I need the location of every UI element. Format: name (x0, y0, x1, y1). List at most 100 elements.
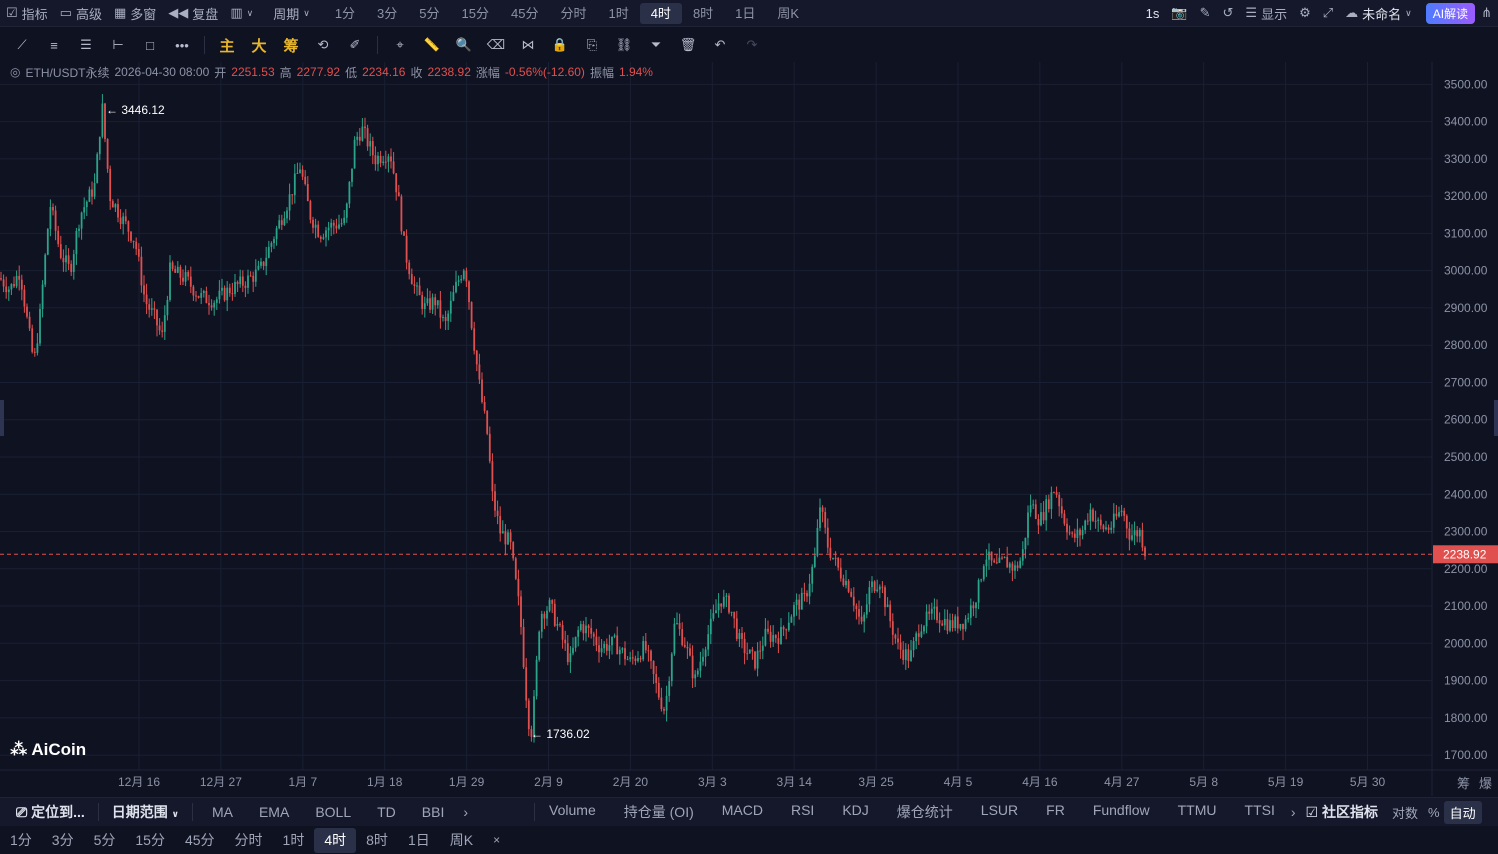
candle-body (587, 625, 590, 628)
close-icon[interactable]: × (493, 833, 501, 847)
period-tab[interactable]: 1分 (334, 5, 356, 21)
sub-indicator-item[interactable]: LSUR (980, 802, 1019, 818)
auto-scale-button[interactable]: 自动 (1443, 800, 1482, 824)
main-indicator-item[interactable]: BOLL (315, 804, 352, 820)
candle-body (1097, 519, 1100, 521)
magnet-icon[interactable]: ⋈ (521, 37, 535, 52)
period-tab[interactable]: 4时 (639, 2, 682, 24)
chevron-right-icon[interactable]: › (1290, 804, 1296, 820)
brush-icon[interactable]: ✐ (349, 37, 361, 52)
sub-indicator-item[interactable]: 持仓量 (OI) (623, 804, 694, 820)
chevron-right-icon[interactable]: › (463, 804, 469, 820)
horizontal-ray-icon[interactable]: ⊢ (112, 37, 124, 52)
sub-indicator-item[interactable]: TTSI (1244, 802, 1275, 818)
restore-icon[interactable]: ↺ (1222, 5, 1234, 20)
candle-body (23, 289, 26, 307)
bottom-period-tab[interactable]: 4时 (314, 828, 357, 853)
indicator-button[interactable]: ☑ 指标 (6, 5, 48, 22)
sub-indicator-item[interactable]: TTMU (1177, 802, 1217, 818)
main-indicator-item[interactable]: EMA (258, 804, 290, 820)
ai-interpret-button[interactable]: AI解读 (1425, 2, 1476, 24)
camera-icon[interactable]: 📷 (1171, 5, 1188, 20)
trendline-icon[interactable]: ⟋ (17, 37, 27, 52)
community-indicator-button[interactable]: ☑ 社区指标 (1305, 804, 1378, 820)
period-tab[interactable]: 1时 (608, 5, 629, 21)
sub-indicator-item[interactable]: KDJ (842, 802, 869, 818)
sub-indicator-item[interactable]: Volume (549, 802, 596, 818)
bottom-period-tab[interactable]: 1分 (10, 832, 32, 848)
main-indicator-item[interactable]: BBI (421, 804, 445, 820)
big-order-button[interactable]: 大 (251, 37, 267, 55)
period-tab[interactable]: 1日 (735, 5, 756, 21)
sub-indicator-item[interactable]: MACD (721, 802, 763, 818)
date-range-button[interactable]: 日期范围 ∨ (111, 804, 179, 820)
ruler-icon[interactable]: 📏 (423, 37, 441, 52)
multiwindow-button[interactable]: ▦ 多窗 (113, 5, 157, 22)
bottom-period-tab[interactable]: 15分 (135, 832, 165, 848)
filter-icon[interactable]: ⏷ (650, 37, 662, 52)
percent-scale-button[interactable]: % (1428, 804, 1440, 820)
candlestick-chart[interactable]: 3500.00 3400.00 3300.00 3200.00 3100.00 3000.… (0, 62, 1498, 796)
chips-button[interactable]: 筹 (283, 37, 299, 55)
x-tick-label: 4月 5 (944, 775, 973, 789)
zoom-icon[interactable]: 🔍 (455, 37, 473, 52)
fullscreen-icon[interactable]: ⤢ (1322, 5, 1334, 20)
visibility-icon[interactable]: ◎ (10, 65, 21, 79)
rectangle-icon[interactable]: □ (146, 37, 154, 53)
undo-icon[interactable]: ↶ (714, 37, 726, 52)
sub-indicator-item[interactable]: FR (1046, 802, 1065, 818)
share-icon[interactable]: ⋔ (1481, 5, 1492, 20)
chart-area[interactable]: 3500.00 3400.00 3300.00 3200.00 3100.00 3000.… (0, 62, 1498, 796)
template-icon[interactable]: ⎘ (586, 37, 598, 52)
parallel-lines-icon[interactable]: ≡ (50, 37, 58, 53)
advanced-button[interactable]: ▭ 高级 (59, 5, 102, 22)
bottom-period-tab[interactable]: 1时 (282, 832, 305, 848)
bottom-period-tab[interactable]: 1日 (407, 832, 430, 848)
period-tab[interactable]: 45分 (510, 5, 539, 21)
main-indicator-item[interactable]: MA (211, 804, 233, 820)
crosshair-icon[interactable]: ⌖ (396, 37, 404, 52)
main-chart-button[interactable]: 主 (219, 37, 235, 55)
candle-body (790, 616, 793, 623)
main-indicator-item[interactable]: TD (377, 804, 396, 820)
sub-indicator-item[interactable]: Fundflow (1092, 802, 1150, 818)
replay-button[interactable]: ◀◀ 复盘 (168, 5, 219, 22)
layout-name-button[interactable]: ☁ 未命名 ∨ (1345, 5, 1412, 22)
more-icon[interactable]: ••• (175, 37, 189, 53)
auto-pattern-icon[interactable]: ⟲ (317, 37, 329, 52)
period-tab[interactable]: 8时 (692, 5, 714, 21)
candle-body (668, 681, 671, 696)
display-button[interactable]: ☰ 显示 (1245, 5, 1288, 22)
period-menu[interactable]: 周期 ∨ (273, 6, 310, 22)
sub-indicator-item[interactable]: RSI (790, 802, 815, 818)
link-icon[interactable]: ⛓ (615, 37, 633, 52)
right-panel-handle[interactable] (1494, 400, 1498, 436)
log-scale-button[interactable]: 对数 (1391, 805, 1418, 821)
period-tab[interactable]: 分时 (560, 5, 587, 21)
candle-body (215, 299, 218, 303)
redo-icon[interactable]: ↷ (746, 37, 758, 52)
lock-icon[interactable]: 🔒 (551, 37, 569, 52)
bottom-period-tab[interactable]: 分时 (234, 832, 263, 848)
locate-button[interactable]: ⎚ 定位到... (16, 804, 85, 820)
period-tab[interactable]: 15分 (461, 5, 489, 21)
eraser-icon[interactable]: ⌫ (486, 37, 506, 52)
chart-type-button[interactable]: ▥ ∨ (224, 0, 259, 27)
pen-icon[interactable]: ✎ (1199, 5, 1211, 20)
bottom-period-tab[interactable]: 3分 (51, 832, 74, 848)
period-tab[interactable]: 3分 (377, 5, 398, 21)
period-tab[interactable]: 周K (777, 5, 800, 21)
settings-icon[interactable]: ⚙ (1299, 5, 1311, 20)
candle-body (1045, 499, 1048, 521)
bottom-period-tab[interactable]: 周K (449, 832, 474, 848)
refresh-interval[interactable]: 1s (1145, 5, 1160, 21)
left-panel-handle[interactable] (0, 400, 4, 436)
period-tab[interactable]: 5分 (419, 5, 440, 21)
bottom-period-tab[interactable]: 5分 (93, 832, 116, 848)
horizontal-lines-icon[interactable]: ☰ (80, 37, 92, 52)
bottom-period-tab[interactable]: 8时 (366, 832, 388, 848)
bottom-period-tab[interactable]: 45分 (184, 832, 215, 848)
candle-body (1079, 529, 1081, 536)
sub-indicator-item[interactable]: 爆仓统计 (896, 804, 953, 820)
trash-icon[interactable]: 🗑 (679, 37, 697, 52)
